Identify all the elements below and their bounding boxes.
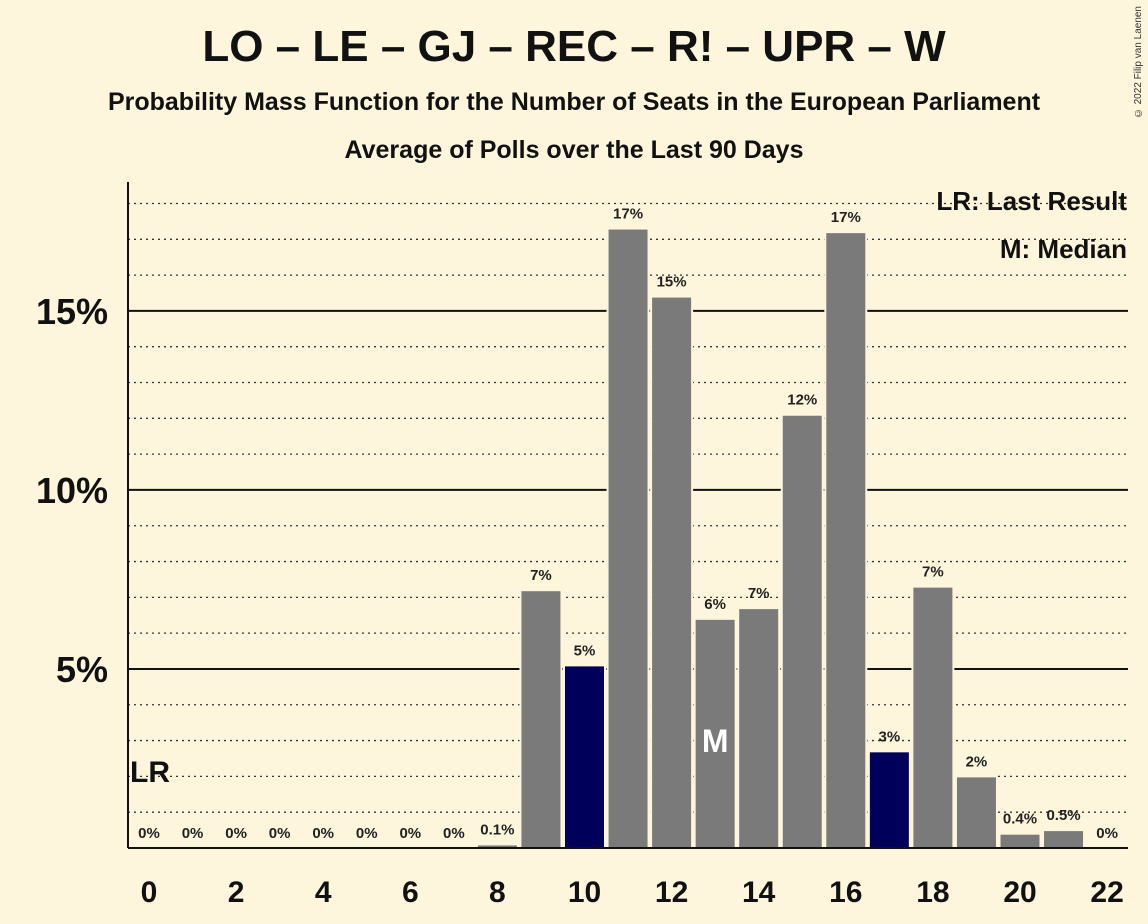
data-label: 0%	[399, 825, 421, 842]
data-label: 5%	[574, 642, 596, 659]
data-label: 0%	[356, 825, 378, 842]
data-label: 7%	[748, 585, 770, 602]
bar	[606, 227, 650, 849]
x-tick-label: 6	[402, 876, 419, 909]
y-tick-label: 10%	[36, 470, 108, 511]
x-tick-label: 18	[916, 876, 949, 909]
x-tick-label: 22	[1090, 876, 1123, 909]
bar	[1042, 829, 1086, 850]
bar	[954, 775, 998, 849]
data-label: 0%	[225, 825, 247, 842]
data-label: 0%	[1096, 825, 1118, 842]
data-label: 0%	[269, 825, 291, 842]
x-tick-label: 12	[655, 876, 688, 909]
x-tick-label: 20	[1003, 876, 1036, 909]
bar	[998, 832, 1042, 850]
data-label: 2%	[966, 753, 988, 770]
data-label: 0.5%	[1046, 807, 1080, 824]
chart-subtitle-secondary: Average of Polls over the Last 90 Days	[344, 136, 804, 164]
x-tick-label: 8	[489, 876, 506, 909]
legend-entry: LR: Last Result	[936, 186, 1127, 216]
axes: 5% 10% 15% 0 2 4 6 8 10 12 14 16 18 20 22	[36, 182, 1128, 909]
x-tick-label: 10	[568, 876, 601, 909]
data-labels: 0% 0% 0% 0% 0% 0% 0% 0% 0.1% 7% 5% 17% 15% 6% 7% 12% 17%…	[130, 206, 1118, 842]
legend: LR: Last Result M: Median	[936, 186, 1127, 264]
data-label: 3%	[879, 728, 901, 745]
data-label: 12%	[787, 392, 817, 409]
data-label: 0%	[138, 825, 160, 842]
x-tick-label: 0	[141, 876, 158, 909]
data-label: 17%	[831, 209, 861, 226]
data-label: 15%	[657, 274, 687, 291]
bar	[824, 231, 868, 849]
chart-subtitle: Probability Mass Function for the Number…	[107, 88, 1041, 116]
y-tick-label: 5%	[56, 649, 108, 690]
x-tick-label: 14	[742, 876, 776, 909]
data-label: 0.4%	[1003, 811, 1037, 828]
data-label: 0%	[443, 825, 465, 842]
data-label: 7%	[530, 567, 552, 584]
x-tick-label: 4	[315, 876, 332, 909]
bar	[519, 589, 563, 849]
data-label: 7%	[922, 564, 944, 581]
bar	[563, 664, 606, 849]
bar	[911, 585, 955, 849]
median-marker: M	[702, 723, 729, 759]
x-tick-label: 16	[829, 876, 862, 909]
data-label: 0%	[312, 825, 334, 842]
data-label: 17%	[613, 206, 643, 223]
chart-title: LO – LE – GJ – REC – R! – UPR – W	[202, 22, 946, 71]
bar	[650, 295, 694, 850]
legend-entry: M: Median	[1000, 234, 1127, 264]
data-label: 6%	[704, 596, 726, 613]
bar	[780, 413, 824, 849]
last-result-marker: LR	[130, 756, 170, 789]
data-label: 0%	[182, 825, 204, 842]
bar	[737, 607, 781, 850]
data-label: 0.1%	[480, 821, 514, 838]
x-tick-label: 2	[228, 876, 245, 909]
bar	[867, 750, 911, 849]
bars	[475, 227, 1086, 850]
y-tick-label: 15%	[36, 291, 108, 332]
